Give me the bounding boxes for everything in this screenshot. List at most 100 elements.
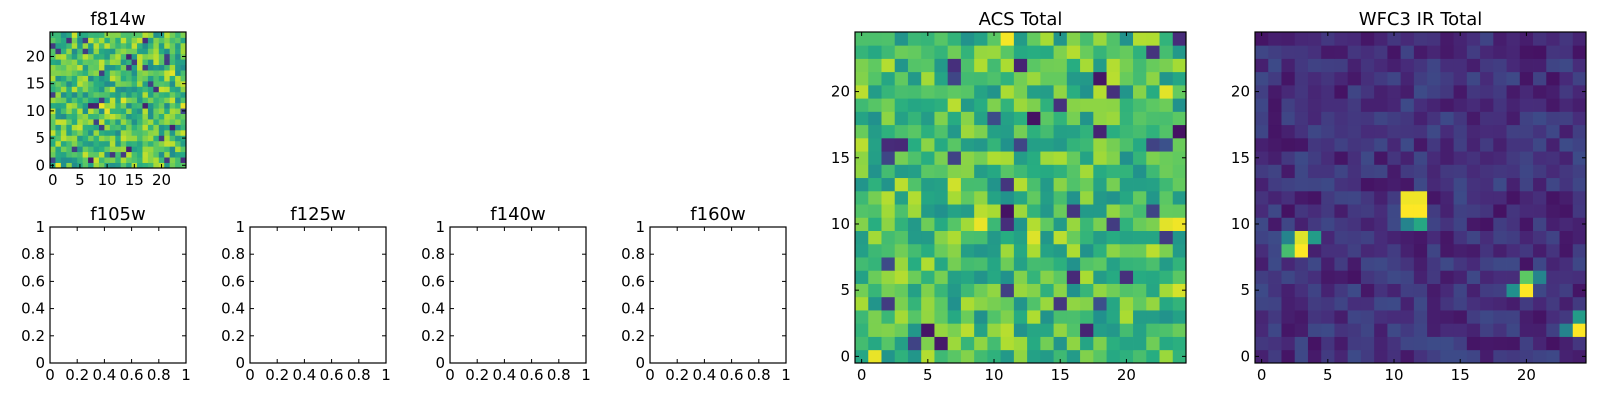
heatmap-cell [1347, 164, 1362, 179]
heatmap-cell [1546, 336, 1560, 351]
heatmap-cell [1281, 58, 1296, 73]
heatmap-cell [1027, 270, 1041, 284]
heatmap-cell [158, 124, 165, 131]
heatmap-cell [1453, 151, 1468, 165]
heatmap-cell [158, 97, 165, 104]
heatmap-cell [1013, 283, 1028, 298]
heatmap-cell [1281, 323, 1296, 337]
heatmap-cell [1466, 177, 1481, 192]
heatmap-cell [934, 124, 949, 139]
x-tick-label: 0.8 [347, 366, 371, 384]
heatmap-cell [131, 135, 138, 142]
heatmap-cell [1413, 164, 1428, 179]
heatmap-cell [1093, 164, 1107, 179]
heatmap-cell [1572, 151, 1587, 165]
heatmap-cell [1268, 310, 1282, 324]
heatmap-cell [1119, 323, 1134, 337]
heatmap-cell [104, 59, 111, 66]
heatmap-cell [1172, 323, 1187, 337]
heatmap-cell [1453, 71, 1468, 86]
y-tick-label: 20 [26, 47, 45, 65]
heatmap-cell [1000, 204, 1015, 218]
heatmap-cell [1093, 310, 1107, 324]
x-tick-label: 5 [1323, 366, 1333, 384]
heatmap-cell [1466, 151, 1481, 165]
heatmap-cell [126, 64, 132, 71]
heatmap-cell [1506, 98, 1521, 112]
heatmap-cell [960, 270, 975, 284]
heatmap-cell [93, 59, 100, 66]
heatmap-cell [60, 80, 67, 87]
heatmap-cell [1053, 283, 1068, 298]
heatmap-cell [120, 97, 127, 104]
heatmap-cell [1533, 124, 1547, 139]
heatmap-cell [907, 164, 922, 179]
heatmap-cell [1506, 45, 1521, 59]
heatmap-cell [1453, 111, 1468, 126]
heatmap-cell [50, 64, 56, 71]
heatmap-cell [158, 129, 165, 136]
heatmap-cell [1559, 310, 1574, 324]
heatmap-cell [1146, 84, 1160, 99]
heatmap-cell [1374, 98, 1388, 112]
heatmap-cell [1572, 217, 1587, 231]
y-tick-label: 5 [840, 281, 850, 299]
heatmap-cell [960, 84, 975, 99]
heatmap-cell [1400, 217, 1415, 231]
heatmap-cell [1519, 349, 1534, 364]
heatmap-cell [1133, 336, 1147, 351]
heatmap-cell [1480, 151, 1494, 165]
heatmap-cell [1066, 257, 1081, 271]
heatmap-cell [1080, 336, 1094, 351]
heatmap-cell [1453, 270, 1468, 284]
heatmap-cell [1334, 71, 1349, 86]
heatmap-cell [126, 37, 132, 44]
heatmap-cell [1307, 137, 1322, 152]
heatmap-cell [921, 164, 935, 179]
heatmap-cell [109, 119, 116, 125]
heatmap-cell [137, 119, 143, 125]
heatmap-cell [1360, 151, 1375, 165]
heatmap-cell [1268, 283, 1282, 298]
heatmap-cell [881, 310, 896, 324]
heatmap-cell [921, 257, 935, 271]
heatmap-cell [1040, 71, 1054, 86]
heatmap-cell [142, 119, 149, 125]
heatmap-cell [1506, 151, 1521, 165]
heatmap-cell [60, 86, 67, 93]
heatmap-cell [153, 124, 160, 131]
heatmap-cell [1133, 310, 1147, 324]
heatmap-cell [1506, 58, 1521, 73]
heatmap-cell [147, 59, 154, 66]
heatmap-cell [71, 70, 78, 76]
y-tick-label: 0.4 [421, 300, 445, 318]
heatmap-cell [1440, 283, 1454, 298]
heatmap-cell [1413, 98, 1428, 112]
heatmap-cell [1533, 84, 1547, 99]
x-tick-label: 0.8 [547, 366, 571, 384]
heatmap-cell [77, 64, 84, 71]
heatmap-cell [169, 108, 176, 114]
heatmap-cell [1400, 71, 1415, 86]
heatmap-cell [1159, 270, 1174, 284]
heatmap-cell [974, 349, 988, 364]
heatmap-cell [1159, 111, 1174, 126]
heatmap-cell [1506, 84, 1521, 99]
heatmap-cell [1533, 45, 1547, 59]
heatmap-cell [158, 157, 165, 163]
heatmap-cell [1334, 137, 1349, 152]
heatmap-cell [109, 151, 116, 158]
heatmap-cell [1387, 177, 1402, 192]
heatmap-cell [82, 162, 89, 169]
heatmap-cell [1255, 151, 1269, 165]
heatmap-cell [855, 177, 869, 192]
heatmap-cell [1307, 230, 1322, 245]
heatmap-cell [1506, 111, 1521, 126]
heatmap-cell [934, 190, 949, 205]
heatmap-cell [60, 162, 67, 169]
heatmap-cell [1533, 58, 1547, 73]
heatmap-cell [1066, 45, 1081, 59]
heatmap-cell [1080, 71, 1094, 86]
heatmap-cell [1080, 177, 1094, 192]
heatmap-cell [1307, 349, 1322, 364]
